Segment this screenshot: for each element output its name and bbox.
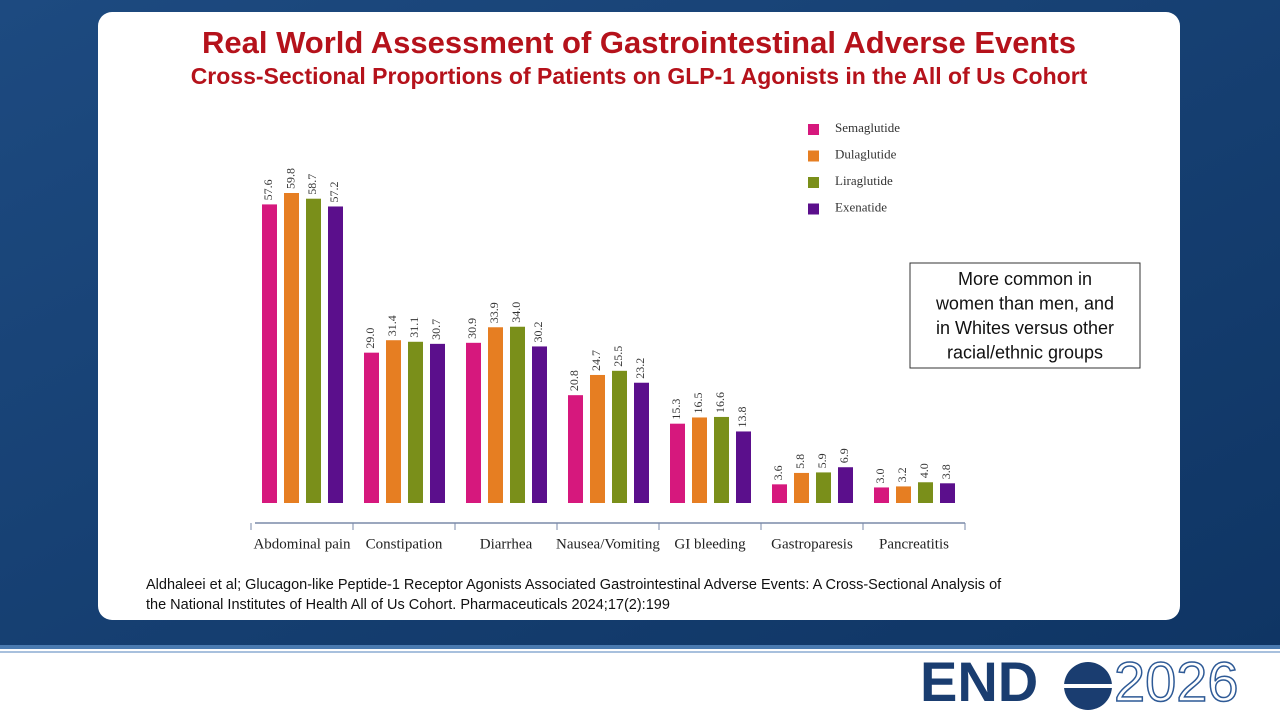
x-tick-label: Pancreatitis <box>879 536 949 552</box>
x-tick-label: GI bleeding <box>674 536 746 552</box>
annotation: More common in <box>958 269 1092 289</box>
data-label: 23.2 <box>633 358 647 379</box>
bar <box>328 206 343 503</box>
bar <box>568 395 583 503</box>
citation: the National Institutes of Health All of… <box>146 597 670 613</box>
annotation-box <box>909 262 1141 369</box>
citation: Aldhaleei et al; Glucagon-like Peptide-1… <box>146 577 1002 593</box>
bar <box>940 483 955 503</box>
legend-swatch <box>808 124 819 135</box>
bar <box>306 198 321 504</box>
bar <box>816 472 831 503</box>
bar <box>838 467 853 503</box>
data-label: 30.2 <box>531 321 545 342</box>
data-label: 58.7 <box>305 174 319 195</box>
footer-line <box>0 651 1280 653</box>
bar <box>772 484 787 503</box>
data-label: 30.7 <box>429 319 443 340</box>
data-label: 29.0 <box>363 328 377 349</box>
data-label: 34.0 <box>509 302 523 323</box>
bar <box>466 342 481 503</box>
bar <box>510 326 525 503</box>
data-label: 33.9 <box>487 302 501 323</box>
bar <box>532 346 547 503</box>
x-tick-label: Gastroparesis <box>771 536 853 552</box>
legend-label: Semaglutide <box>835 120 900 135</box>
annotation: women than men, and <box>935 293 1114 313</box>
data-label: 57.2 <box>327 181 341 202</box>
footer-line <box>0 645 1280 649</box>
legend-swatch <box>808 203 819 215</box>
legend-swatch <box>808 177 819 188</box>
logo-year: 2026 <box>1114 650 1239 713</box>
x-tick-label: Abdominal pain <box>253 536 351 552</box>
data-label: 16.6 <box>713 392 727 413</box>
bar <box>284 193 299 503</box>
bar <box>918 482 933 503</box>
bar <box>612 370 627 503</box>
data-label: 59.8 <box>283 168 297 189</box>
data-label: 31.4 <box>385 315 399 336</box>
bar <box>692 417 707 503</box>
legend-swatch <box>808 150 819 162</box>
data-label: 3.0 <box>873 468 887 483</box>
data-label: 5.8 <box>793 454 807 469</box>
data-label: 57.6 <box>261 179 275 200</box>
bar <box>714 416 729 503</box>
bar <box>262 204 277 504</box>
data-label: 3.8 <box>939 464 953 479</box>
data-label: 4.0 <box>917 463 931 478</box>
data-label: 31.1 <box>407 317 421 338</box>
data-label: 6.9 <box>837 448 851 463</box>
bar <box>794 472 809 503</box>
bar <box>590 374 605 503</box>
data-label: 5.9 <box>815 453 829 468</box>
bar <box>736 431 751 503</box>
annotation: in Whites versus other <box>936 318 1114 338</box>
legend-label: Liraglutide <box>835 173 893 188</box>
data-label: 16.5 <box>691 392 705 413</box>
subtitle: Cross-Sectional Proportions of Patients … <box>191 63 1088 89</box>
x-tick-label: Diarrhea <box>480 536 533 552</box>
bar <box>430 343 445 503</box>
data-label: 24.7 <box>589 350 603 371</box>
title: Real World Assessment of Gastrointestina… <box>202 25 1076 60</box>
bar <box>896 486 911 503</box>
data-label: 20.8 <box>567 370 581 391</box>
legend-label: Exenatide <box>835 199 887 214</box>
bar <box>634 382 649 503</box>
data-label: 3.2 <box>895 467 909 482</box>
bar <box>386 340 401 503</box>
logo-text: END <box>920 650 1038 713</box>
legend-label: Dulaglutide <box>835 146 897 161</box>
data-label: 15.3 <box>669 399 683 420</box>
bar <box>874 487 889 503</box>
data-label: 25.5 <box>611 346 625 367</box>
x-tick-label: Constipation <box>366 536 443 552</box>
bar <box>408 341 423 503</box>
bar <box>670 423 685 503</box>
bar <box>364 352 379 503</box>
x-tick-label: Nausea/Vomiting <box>556 536 660 552</box>
data-label: 3.6 <box>771 465 785 480</box>
data-label: 13.8 <box>735 406 749 427</box>
annotation: racial/ethnic groups <box>947 342 1103 362</box>
bar <box>488 327 503 503</box>
data-label: 30.9 <box>465 318 479 339</box>
